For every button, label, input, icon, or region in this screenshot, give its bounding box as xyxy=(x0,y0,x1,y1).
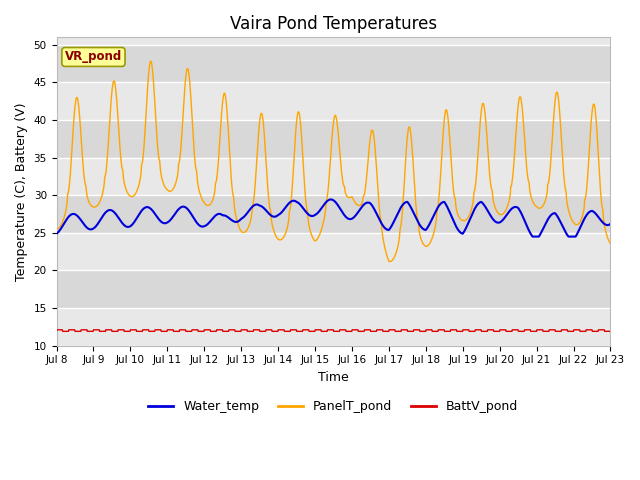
Bar xyxy=(56,233,611,270)
Title: Vaira Pond Temperatures: Vaira Pond Temperatures xyxy=(230,15,437,33)
Bar xyxy=(56,45,611,83)
Bar xyxy=(56,120,611,157)
Y-axis label: Temperature (C), Battery (V): Temperature (C), Battery (V) xyxy=(15,102,28,281)
Bar xyxy=(56,270,611,308)
Bar xyxy=(56,195,611,233)
Bar xyxy=(56,83,611,120)
Text: VR_pond: VR_pond xyxy=(65,50,122,63)
X-axis label: Time: Time xyxy=(318,371,349,384)
Bar xyxy=(56,308,611,346)
Bar xyxy=(56,157,611,195)
Legend: Water_temp, PanelT_pond, BattV_pond: Water_temp, PanelT_pond, BattV_pond xyxy=(143,395,524,418)
